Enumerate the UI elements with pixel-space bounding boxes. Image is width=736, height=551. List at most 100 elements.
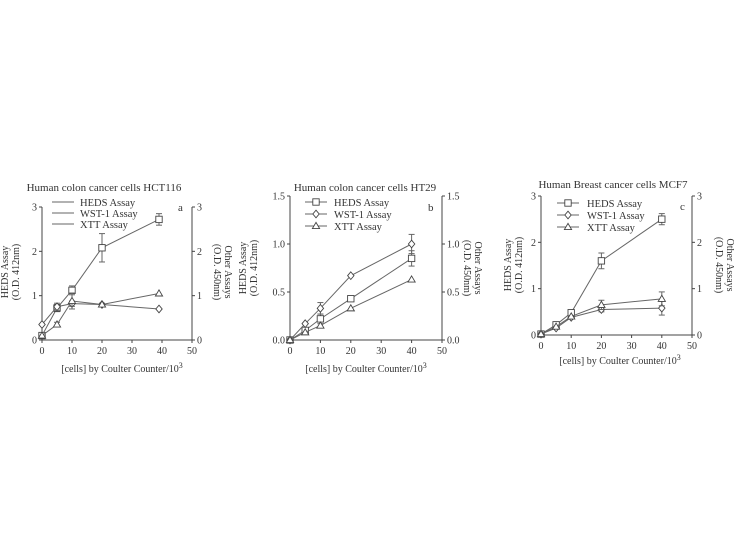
panel-a-y-left-tick-label: 1 [32, 291, 37, 302]
panel-b-point-xtt-assay [407, 275, 416, 283]
panel-c-ylabel-left-1: HEDS Assay [503, 239, 514, 292]
panel-c-y-right-tick-label: 2 [697, 238, 702, 249]
panel-c-y-right-tick-label: 0 [697, 331, 702, 342]
panel-c-legend-wst1: WST-1 Assay [587, 211, 645, 222]
panel-b-x-tick-label: 10 [315, 346, 325, 357]
panel-b-y-right-tick-label: 1.0 [447, 240, 460, 251]
panel-c-y-right-tick-label: 3 [697, 192, 702, 203]
panel-b-legend-marker-1 [312, 209, 320, 219]
panel-c-point-heds-assay [658, 215, 666, 223]
panel-a-ylabel-right-1: Other Assays [222, 245, 233, 298]
panel-c-y-left-tick-label: 1 [531, 284, 536, 295]
panel-b-y-left-tick-label: 1.5 [273, 192, 286, 203]
panel-a-point-heds-assay [155, 215, 163, 224]
panel-a-y-right-tick-label: 1 [197, 291, 202, 302]
panel-a-y-left-tick-label: 0 [32, 336, 37, 347]
panel-b-legend-marker-0 [312, 198, 320, 206]
panel-c-y-left-tick-label: 3 [531, 192, 536, 203]
panel-c-x-tick-label: 0 [539, 341, 544, 352]
panel-a-y-right-tick-label: 2 [197, 247, 202, 258]
panel-c-y-left-tick-label: 2 [531, 238, 536, 249]
panel-c-point-xtt-assay [597, 300, 606, 308]
panel-a-legend-wst1: WST-1 Assay [80, 209, 138, 220]
panel-a-y-left-tick-label: 2 [32, 247, 37, 258]
panel-a-ylabel-left-1: HEDS Assay [0, 246, 11, 299]
panel-c-xlabel: [cells] by Coulter Counter/103 [559, 353, 680, 367]
panel-b-plot: 0 10 20 30 40 500.00.51.01.50.00.51.01.5 [273, 192, 460, 358]
panel-b-ylabel-right-2: (O.D. 450nm) [461, 240, 472, 296]
panel-a-point-xtt-assay [154, 288, 164, 297]
panel-b-ylabel-right-1: Other Assays [472, 241, 483, 294]
panel-c-legend-marker-0 [564, 199, 572, 207]
panel-b-legend-heds: HEDS Assay [334, 198, 390, 209]
panel-a: Human colon cancer cells HCT116 a HEDS A… [0, 182, 233, 375]
panel-b-ylabel-left-1: HEDS Assay [238, 242, 249, 295]
panel-b-xlabel: [cells] by Coulter Counter/103 [305, 361, 426, 375]
panel-b-x-tick-label: 20 [346, 346, 356, 357]
panel-a-x-tick-label: 40 [157, 346, 167, 357]
panel-c-point-xtt-assay [536, 329, 546, 338]
panel-b-x-tick-label: 30 [376, 346, 386, 357]
panel-a-point-xtt-assay [97, 300, 107, 308]
panel-b-y-left-tick-label: 0.0 [273, 336, 286, 347]
panel-b-y-left-tick-label: 1.0 [273, 240, 286, 251]
panel-b-x-tick-label: 0 [288, 346, 293, 357]
panel-b-point-heds-assay [407, 254, 416, 263]
panel-a-ylabel-left-2: (O.D. 412nm) [11, 244, 22, 300]
panel-c-y-left-tick-label: 0 [531, 331, 536, 342]
panel-b-point-xtt-assay [316, 321, 325, 329]
panel-a-ylabel-right-2: (O.D. 450nm) [211, 244, 222, 300]
panel-c-point-xtt-assay [657, 294, 667, 302]
panel-b-legend-marker-2 [311, 221, 321, 230]
panel-a-y-right-tick-label: 3 [197, 203, 202, 214]
panel-c-ylabel-right-2: (O.D. 450nm) [713, 237, 724, 293]
panel-b-y-right-tick-label: 0.5 [447, 288, 460, 299]
panel-c-title: Human Breast cancer cells MCF7 [538, 179, 688, 191]
panel-a-point-xtt-assay [52, 319, 62, 328]
panel-c-point-wst-1-assay [658, 303, 666, 313]
panel-c-ylabel-right-1: Other Assays [724, 238, 735, 291]
panel-a-series-line-heds-assay [41, 218, 160, 336]
panel-a-legend-heds: HEDS Assay [80, 198, 136, 209]
panel-a-point-wst-1-assay [53, 302, 61, 312]
panel-b-point-wst-1-assay [347, 271, 355, 281]
panel-c-x-tick-label: 40 [657, 341, 667, 352]
panel-b-series-line-wst-1-assay [289, 243, 412, 341]
panel-c-point-xtt-assay [566, 311, 576, 320]
panel-c-point-xtt-assay [551, 322, 561, 330]
panel-a-x-tick-label: 30 [127, 346, 137, 357]
panel-c-y-right-tick-label: 1 [697, 284, 702, 295]
panel-a-series-line-xtt-assay [41, 292, 160, 336]
panel-a-point-heds-assay [98, 244, 106, 252]
panel-c-series-line-heds-assay [540, 218, 663, 335]
panel-b-legend-wst1: WST-1 Assay [334, 210, 392, 221]
panel-b-point-heds-assay [347, 295, 355, 303]
panel-a-x-tick-label: 20 [97, 346, 107, 357]
panel-b: Human colon cancer cells HT29 b HEDS Ass… [238, 182, 483, 375]
panel-b-legend-xtt: XTT Assay [334, 222, 383, 233]
panel-c-legend-xtt: XTT Assay [587, 223, 636, 234]
panel-a-point-wst-1-assay [155, 304, 163, 314]
panel-c-x-tick-label: 50 [687, 341, 697, 352]
panel-a-legend-xtt: XTT Assay [80, 220, 129, 231]
panel-b-x-tick-label: 50 [437, 346, 447, 357]
panel-c-point-heds-assay [597, 257, 606, 265]
panel-b-y-right-tick-label: 1.5 [447, 192, 460, 203]
panel-c-legend-heds: HEDS Assay [587, 199, 643, 210]
panel-a-x-tick-label: 10 [67, 346, 77, 357]
panel-b-ylabel-left-2: (O.D. 412nm) [249, 240, 260, 296]
panel-c-x-tick-label: 10 [566, 341, 576, 352]
panel-a-label: a [178, 202, 183, 214]
panel-a-xlabel: [cells] by Coulter Counter/103 [61, 361, 182, 375]
panel-b-x-tick-label: 40 [407, 346, 417, 357]
panel-b-label: b [428, 202, 434, 214]
panel-a-point-wst-1-assay [38, 319, 46, 329]
panel-a-x-tick-label: 0 [40, 346, 45, 357]
panel-a-title: Human colon cancer cells HCT116 [27, 182, 182, 194]
panel-a-x-tick-label: 50 [187, 346, 197, 357]
panel-a-y-right-tick-label: 0 [197, 336, 202, 347]
panel-b-title: Human colon cancer cells HT29 [294, 182, 437, 194]
panel-b-point-xtt-assay [285, 335, 295, 344]
